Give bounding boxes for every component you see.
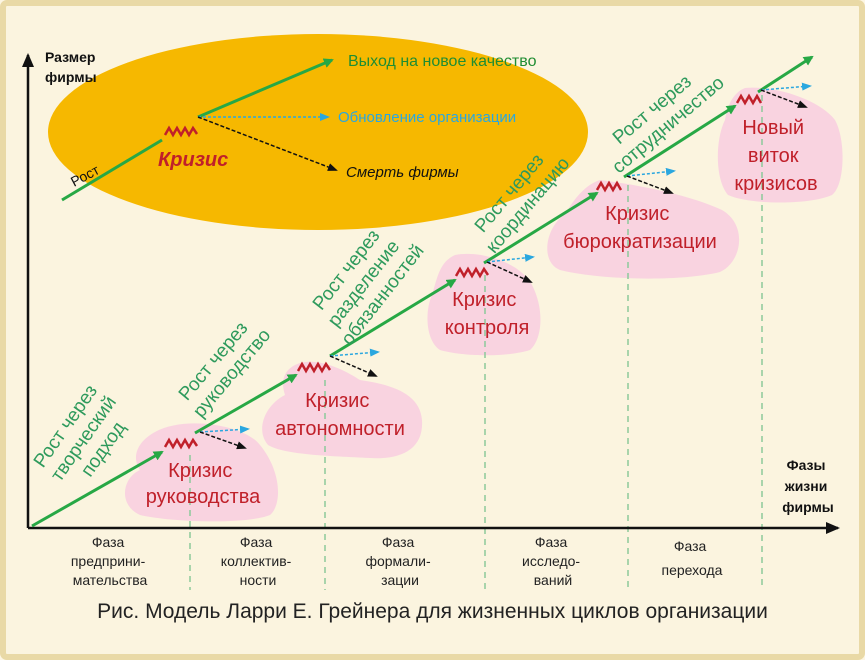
inset-new-quality-label: Выход на новое качество: [348, 53, 537, 70]
crisis-label-5-line-1: Новый: [742, 117, 804, 139]
crisis-blob-4: [547, 180, 740, 279]
x-axis-label: Фазы жизни фирмы: [782, 457, 834, 515]
inset-arrows: [61, 58, 338, 202]
phase-label-2-line-3: ности: [240, 572, 277, 588]
crisis-blob-5: [717, 87, 843, 203]
phase-label-1: Фаза предприни- мательства: [71, 534, 149, 588]
crisis-label-4-line-2: бюрократизации: [563, 231, 717, 253]
growth-path: [31, 55, 814, 528]
phase-label-5-line-2: перехода: [662, 562, 723, 578]
crisis-label-3: Кризис контроля: [445, 289, 530, 339]
crisis-zigzag-inset: [163, 125, 199, 138]
phase-label-4-line-3: ваний: [534, 572, 572, 588]
phase-label-2: Фаза коллектив- ности: [221, 534, 295, 588]
crisis-label-4-line-1: Кризис: [605, 203, 669, 225]
crisis-label-1: Кризис руководства: [146, 460, 261, 508]
crisis-label-2: Кризис автономности: [275, 390, 405, 440]
crisis-label-2-line-1: Кризис: [305, 390, 369, 412]
x-axis-label-line-3: фирмы: [782, 499, 834, 515]
crisis-label-5: Новый виток кризисов: [734, 117, 817, 195]
phase-label-5-line-1: Фаза: [674, 538, 707, 554]
crisis-zigzag-1: [163, 437, 199, 450]
inset-ellipse: [48, 34, 588, 230]
crisis-zigzag-2: [296, 361, 332, 374]
phase-label-3: Фаза формали- зации: [365, 534, 434, 588]
x-axis-label-line-1: Фазы: [787, 457, 826, 473]
phase-label-4-line-1: Фаза: [535, 534, 568, 550]
phase-label-3-line-3: зации: [381, 572, 419, 588]
crisis-label-1-line-2: руководства: [146, 486, 261, 508]
phase-dividers: [189, 95, 763, 590]
crisis-label-1-line-1: Кризис: [168, 460, 232, 482]
crisis-zigzag-3: [454, 266, 490, 279]
phase-label-3-line-2: формали-: [365, 553, 430, 569]
crisis-blob-2: [262, 361, 423, 459]
phase-label-1-line-2: предприни-: [71, 553, 146, 569]
crisis-label-3-line-1: Кризис: [452, 289, 516, 311]
phase-label-5: Фаза перехода: [662, 538, 723, 578]
crisis-zigzag-4: [595, 180, 623, 193]
y-axis-label-line-1: Размер: [45, 49, 95, 65]
crisis-zigzag-5: [735, 93, 763, 106]
crisis-label-3-line-2: контроля: [445, 317, 530, 339]
y-axis-label: Размер фирмы: [45, 49, 99, 85]
crisis-label-5-line-2: виток: [748, 145, 799, 167]
figure-caption: Рис. Модель Ларри Е. Грейнера для жизнен…: [97, 600, 768, 623]
phase-label-3-line-1: Фаза: [382, 534, 415, 550]
phase-label-1-line-3: мательства: [73, 572, 148, 588]
crisis-label-4: Кризис бюрократизации: [563, 203, 717, 253]
phase-label-1-line-1: Фаза: [92, 534, 125, 550]
crisis-label-5-line-3: кризисов: [734, 173, 817, 195]
phase-label-4-line-2: исследо-: [522, 553, 580, 569]
x-axis-label-line-2: жизни: [784, 478, 828, 494]
crisis-label-2-line-2: автономности: [275, 418, 405, 440]
inset-death-label: Смерть фирмы: [346, 164, 459, 181]
inset-crisis-label: Кризис: [158, 149, 228, 171]
phase-label-2-line-2: коллектив-: [221, 553, 292, 569]
phase-label-4: Фаза исследо- ваний: [522, 534, 584, 588]
y-axis-label-line-2: фирмы: [45, 69, 97, 85]
crisis-zigzags: [163, 93, 763, 450]
phase-label-2-line-1: Фаза: [240, 534, 273, 550]
crisis-branches: [199, 82, 812, 450]
inset-renewal-label: Обновление организации: [338, 109, 516, 126]
